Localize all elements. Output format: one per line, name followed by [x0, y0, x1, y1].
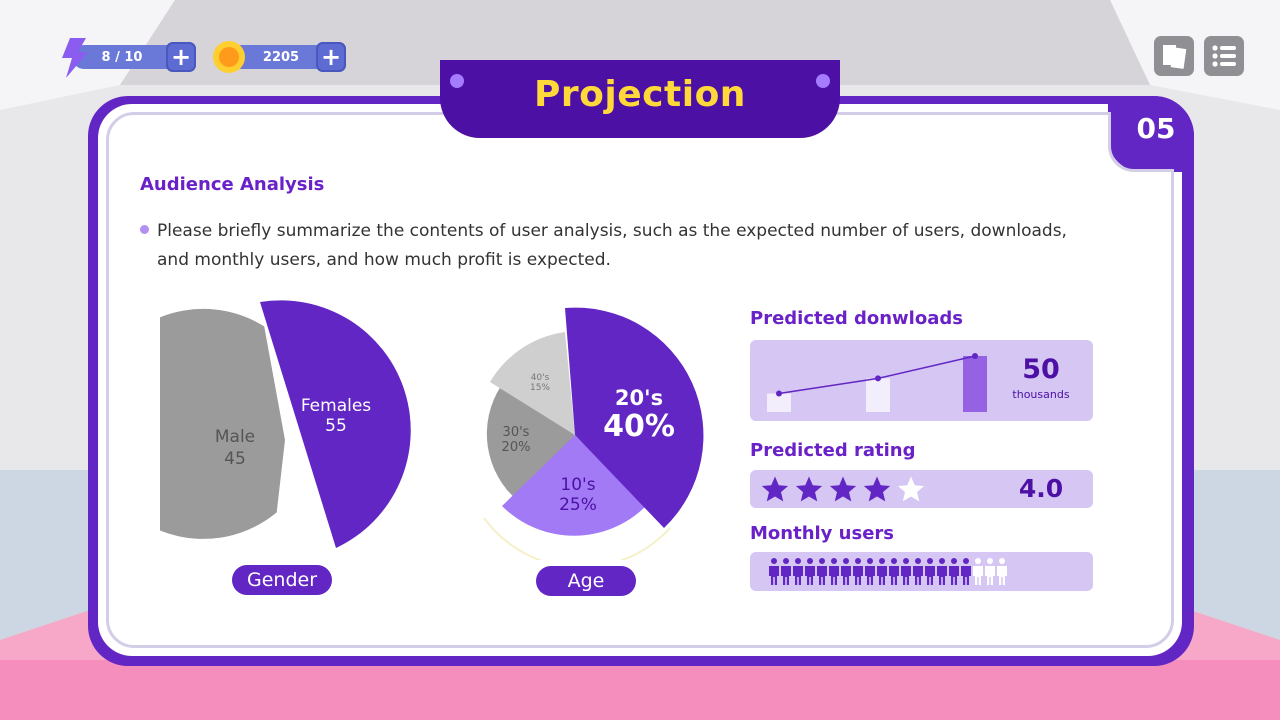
downloads-value: 50 [1022, 354, 1060, 385]
age-pie-chart: 40's 15% 30's 20% 10's 25% 20's 40% [483, 307, 704, 560]
add-coins-button[interactable]: + [316, 42, 346, 72]
star-icon [829, 476, 857, 502]
star-icon [863, 476, 891, 502]
description-text: Please briefly summarize the contents of… [157, 221, 1067, 270]
person-icon [841, 558, 851, 585]
male-slice [160, 308, 285, 539]
value-40s: 15% [530, 383, 550, 393]
add-energy-button[interactable]: + [166, 42, 196, 72]
person-icon [865, 558, 875, 585]
person-icon [829, 558, 839, 585]
rating-value: 4.0 [1018, 474, 1064, 503]
download-point [875, 375, 881, 382]
person-icon [853, 558, 863, 585]
downloads-unit: thousands [1012, 388, 1070, 401]
menu-button[interactable] [1204, 36, 1244, 76]
slice-10s [502, 435, 646, 536]
age-ring [483, 517, 671, 560]
page-badge-border [1108, 112, 1174, 172]
value-10s: 25% [559, 495, 597, 515]
downloads-panel [750, 340, 1093, 421]
downloads-chart [767, 353, 987, 412]
plus-icon: + [320, 43, 342, 71]
star-icon [897, 476, 925, 502]
person-icon [925, 558, 935, 585]
males-label: Male [215, 427, 255, 447]
cards-icon [1163, 45, 1187, 69]
person-icon [913, 558, 923, 585]
title-dot-right [816, 74, 830, 88]
plus-icon: + [170, 43, 192, 71]
label-40s: 40's [531, 373, 550, 383]
download-point [776, 390, 782, 397]
download-bar [767, 393, 791, 412]
person-icon [793, 558, 803, 585]
rating-stars [760, 474, 926, 504]
person-icon [949, 558, 959, 585]
star-icon [795, 476, 823, 502]
downloads-title: Predicted donwloads [750, 308, 963, 329]
person-icon [877, 558, 887, 585]
slice-20s [565, 307, 704, 528]
coin-icon [213, 41, 245, 73]
lightning-icon [62, 38, 88, 78]
rating-title: Predicted rating [750, 440, 916, 461]
person-icon [901, 558, 911, 585]
females-value: 55 [325, 416, 347, 436]
energy-value: 8 / 10 [101, 49, 143, 65]
energy-counter: 8 / 10 [72, 45, 182, 69]
bullet-dot [140, 225, 149, 234]
page-title: Projection [534, 74, 746, 115]
value-30s: 20% [502, 440, 531, 455]
person-icon [973, 558, 983, 585]
slice-40s [490, 332, 575, 435]
person-icon [781, 558, 791, 585]
person-icon [985, 558, 995, 585]
person-icon [817, 558, 827, 585]
label-30s: 30's [503, 425, 530, 440]
label-20s: 20's [615, 386, 663, 410]
section-title: Audience Analysis [140, 174, 325, 195]
person-icon [889, 558, 899, 585]
label-10s: 10's [560, 475, 595, 495]
males-value: 45 [224, 449, 246, 469]
person-icon [997, 558, 1007, 585]
download-bar [963, 356, 987, 412]
person-icon [769, 558, 779, 585]
title-tab: Projection [440, 60, 840, 138]
age-label: Age [536, 566, 636, 596]
download-bar [866, 378, 890, 412]
person-icon [961, 558, 971, 585]
title-dot-left [450, 74, 464, 88]
cards-button[interactable] [1154, 36, 1194, 76]
page-number: 05 [1136, 112, 1176, 145]
monthly-users-title: Monthly users [750, 523, 895, 544]
females-label: Females [301, 396, 371, 416]
gender-pie-chart: Male 45 Females 55 [160, 300, 411, 548]
star-icon [761, 476, 789, 502]
females-slice [260, 300, 411, 548]
slice-30s [486, 386, 575, 501]
gender-label: Gender [232, 565, 332, 595]
monthly-users-people [768, 557, 1008, 587]
download-point [972, 353, 978, 359]
value-20s: 40% [603, 409, 675, 444]
person-icon [937, 558, 947, 585]
coin-value: 2205 [262, 49, 300, 65]
person-icon [805, 558, 815, 585]
list-icon [1212, 45, 1236, 67]
